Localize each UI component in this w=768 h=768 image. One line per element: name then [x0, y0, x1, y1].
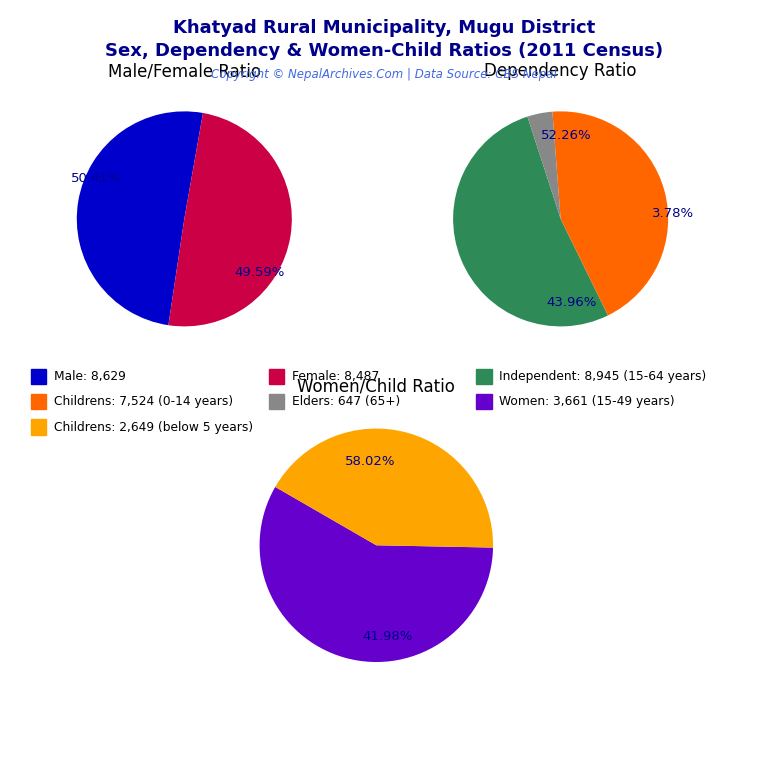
Wedge shape — [552, 111, 668, 316]
Wedge shape — [275, 429, 493, 548]
Text: Male: 8,629: Male: 8,629 — [54, 370, 126, 382]
Wedge shape — [260, 487, 493, 662]
Wedge shape — [528, 111, 561, 219]
Text: Elders: 647 (65+): Elders: 647 (65+) — [292, 396, 400, 408]
Text: 50.41%: 50.41% — [71, 171, 121, 184]
Text: 49.59%: 49.59% — [234, 266, 285, 279]
Title: Women/Child Ratio: Women/Child Ratio — [297, 377, 455, 395]
Text: 3.78%: 3.78% — [653, 207, 694, 220]
Text: Childrens: 2,649 (below 5 years): Childrens: 2,649 (below 5 years) — [54, 421, 253, 433]
Text: Khatyad Rural Municipality, Mugu District: Khatyad Rural Municipality, Mugu Distric… — [173, 19, 595, 37]
Wedge shape — [77, 111, 203, 325]
Text: Copyright © NepalArchives.Com | Data Source: CBS Nepal: Copyright © NepalArchives.Com | Data Sou… — [211, 68, 557, 81]
Text: Female: 8,487: Female: 8,487 — [292, 370, 379, 382]
Wedge shape — [168, 113, 292, 326]
Text: Sex, Dependency & Women-Child Ratios (2011 Census): Sex, Dependency & Women-Child Ratios (20… — [105, 42, 663, 60]
Text: Independent: 8,945 (15-64 years): Independent: 8,945 (15-64 years) — [499, 370, 707, 382]
Text: 58.02%: 58.02% — [346, 455, 396, 468]
Text: 52.26%: 52.26% — [541, 128, 591, 141]
Text: 41.98%: 41.98% — [362, 630, 413, 643]
Text: Childrens: 7,524 (0-14 years): Childrens: 7,524 (0-14 years) — [54, 396, 233, 408]
Wedge shape — [453, 117, 608, 326]
Title: Dependency Ratio: Dependency Ratio — [485, 62, 637, 80]
Text: 43.96%: 43.96% — [546, 296, 597, 310]
Text: Women: 3,661 (15-49 years): Women: 3,661 (15-49 years) — [499, 396, 675, 408]
Title: Male/Female Ratio: Male/Female Ratio — [108, 62, 261, 80]
